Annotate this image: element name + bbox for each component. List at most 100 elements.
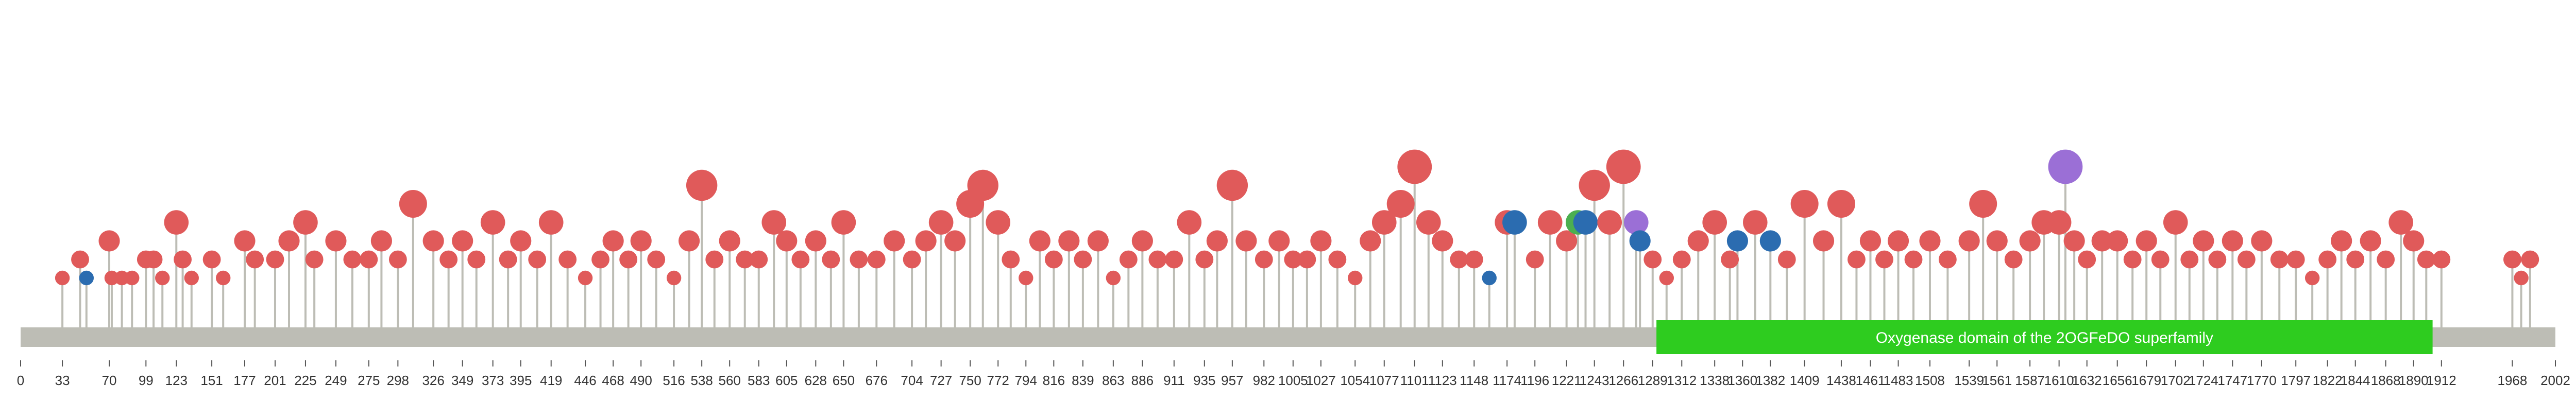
mutation-lollipop-head[interactable]: [1597, 210, 1622, 235]
mutation-lollipop-head[interactable]: [2388, 210, 2413, 235]
mutation-lollipop-head[interactable]: [2432, 250, 2451, 269]
mutation-lollipop-head[interactable]: [125, 270, 140, 286]
mutation-lollipop-head[interactable]: [1606, 149, 1641, 184]
domain-block[interactable]: [1656, 320, 2433, 354]
mutation-lollipop-head[interactable]: [1002, 250, 1020, 269]
mutation-lollipop-head[interactable]: [2377, 250, 2395, 269]
mutation-lollipop-head[interactable]: [558, 250, 577, 269]
mutation-lollipop-head[interactable]: [1502, 210, 1527, 235]
mutation-lollipop-head[interactable]: [2107, 230, 2128, 252]
mutation-lollipop-head[interactable]: [2136, 230, 2157, 252]
mutation-lollipop-head[interactable]: [1759, 230, 1781, 252]
mutation-lollipop-head[interactable]: [71, 250, 89, 269]
mutation-lollipop-head[interactable]: [2180, 250, 2199, 269]
mutation-lollipop-head[interactable]: [1958, 230, 1980, 252]
mutation-lollipop-head[interactable]: [1721, 250, 1739, 269]
mutation-lollipop-head[interactable]: [1726, 230, 1749, 252]
mutation-lollipop-head[interactable]: [1106, 270, 1121, 286]
mutation-lollipop-head[interactable]: [1969, 190, 1997, 218]
mutation-lollipop-head[interactable]: [55, 270, 70, 286]
mutation-lollipop-head[interactable]: [761, 210, 787, 235]
mutation-lollipop-head[interactable]: [1659, 270, 1674, 286]
mutation-lollipop-head[interactable]: [2346, 250, 2365, 269]
mutation-lollipop-head[interactable]: [1777, 250, 1796, 269]
mutation-lollipop-head[interactable]: [2286, 250, 2305, 269]
mutation-lollipop-head[interactable]: [1672, 250, 1691, 269]
mutation-lollipop-head[interactable]: [1044, 250, 1063, 269]
mutation-lollipop-head[interactable]: [705, 250, 724, 269]
mutation-lollipop-head[interactable]: [619, 250, 638, 269]
mutation-lollipop-head[interactable]: [750, 250, 768, 269]
mutation-lollipop-head[interactable]: [791, 250, 810, 269]
mutation-lollipop-head[interactable]: [1235, 230, 1257, 252]
mutation-lollipop-head[interactable]: [2048, 149, 2083, 184]
mutation-lollipop-head[interactable]: [2251, 230, 2273, 252]
mutation-lollipop-head[interactable]: [2091, 230, 2113, 252]
mutation-lollipop-head[interactable]: [944, 230, 966, 252]
mutation-lollipop-head[interactable]: [1573, 210, 1598, 235]
mutation-lollipop-head[interactable]: [1624, 210, 1649, 235]
mutation-lollipop-head[interactable]: [967, 169, 998, 201]
mutation-lollipop-head[interactable]: [1148, 250, 1167, 269]
mutation-lollipop-head[interactable]: [2151, 250, 2170, 269]
mutation-lollipop-head[interactable]: [1087, 230, 1109, 252]
mutation-lollipop-head[interactable]: [1284, 250, 1302, 269]
mutation-lollipop-head[interactable]: [1986, 230, 2008, 252]
mutation-lollipop-head[interactable]: [1812, 230, 1835, 252]
mutation-lollipop-head[interactable]: [1397, 149, 1432, 184]
mutation-lollipop-head[interactable]: [98, 230, 120, 252]
mutation-lollipop-head[interactable]: [278, 230, 300, 252]
mutation-lollipop-head[interactable]: [1629, 230, 1651, 252]
mutation-lollipop-head[interactable]: [2318, 250, 2337, 269]
mutation-lollipop-head[interactable]: [202, 250, 221, 269]
mutation-lollipop-head[interactable]: [246, 250, 264, 269]
mutation-lollipop-head[interactable]: [1919, 230, 1941, 252]
mutation-lollipop-head[interactable]: [678, 230, 700, 252]
mutation-lollipop-head[interactable]: [884, 230, 905, 252]
mutation-lollipop-head[interactable]: [630, 230, 652, 252]
mutation-lollipop-head[interactable]: [986, 210, 1011, 235]
mutation-lollipop-head[interactable]: [1177, 210, 1202, 235]
mutation-lollipop-head[interactable]: [1268, 230, 1290, 252]
mutation-lollipop-head[interactable]: [370, 230, 392, 252]
mutation-lollipop-head[interactable]: [2208, 250, 2227, 269]
mutation-lollipop-head[interactable]: [467, 250, 486, 269]
mutation-lollipop-head[interactable]: [1526, 250, 1544, 269]
mutation-lollipop-head[interactable]: [736, 250, 754, 269]
mutation-lollipop-head[interactable]: [144, 250, 163, 269]
mutation-lollipop-head[interactable]: [719, 230, 740, 252]
mutation-lollipop-head[interactable]: [1328, 250, 1347, 269]
mutation-lollipop-head[interactable]: [915, 230, 937, 252]
mutation-lollipop-head[interactable]: [360, 250, 378, 269]
mutation-lollipop-head[interactable]: [1482, 270, 1497, 286]
mutation-lollipop-head[interactable]: [1310, 230, 1332, 252]
mutation-lollipop-head[interactable]: [1131, 230, 1153, 252]
mutation-lollipop-head[interactable]: [1416, 210, 1441, 235]
mutation-lollipop-head[interactable]: [1687, 230, 1709, 252]
mutation-lollipop-head[interactable]: [1119, 250, 1138, 269]
mutation-lollipop-head[interactable]: [1579, 169, 1610, 201]
mutation-lollipop-head[interactable]: [822, 250, 840, 269]
mutation-lollipop-head[interactable]: [805, 230, 826, 252]
mutation-lollipop-head[interactable]: [325, 230, 347, 252]
mutation-lollipop-head[interactable]: [499, 250, 517, 269]
mutation-lollipop-head[interactable]: [114, 270, 129, 286]
mutation-lollipop-head[interactable]: [155, 270, 170, 286]
mutation-lollipop-head[interactable]: [293, 210, 318, 235]
mutation-lollipop-head[interactable]: [1743, 210, 1768, 235]
mutation-lollipop-head[interactable]: [1206, 230, 1228, 252]
mutation-lollipop-head[interactable]: [1904, 250, 1923, 269]
mutation-lollipop-head[interactable]: [216, 270, 231, 286]
mutation-lollipop-head[interactable]: [1029, 230, 1050, 252]
mutation-lollipop-head[interactable]: [2503, 250, 2521, 269]
mutation-lollipop-head[interactable]: [164, 210, 189, 235]
mutation-lollipop-head[interactable]: [1887, 230, 1909, 252]
mutation-lollipop-head[interactable]: [2123, 250, 2142, 269]
mutation-lollipop-head[interactable]: [666, 270, 682, 286]
mutation-lollipop-head[interactable]: [538, 210, 564, 235]
mutation-lollipop-head[interactable]: [2222, 230, 2243, 252]
mutation-lollipop-head[interactable]: [1360, 230, 1381, 252]
mutation-lollipop-head[interactable]: [234, 230, 256, 252]
mutation-lollipop-head[interactable]: [480, 210, 505, 235]
mutation-lollipop-head[interactable]: [1386, 190, 1415, 218]
